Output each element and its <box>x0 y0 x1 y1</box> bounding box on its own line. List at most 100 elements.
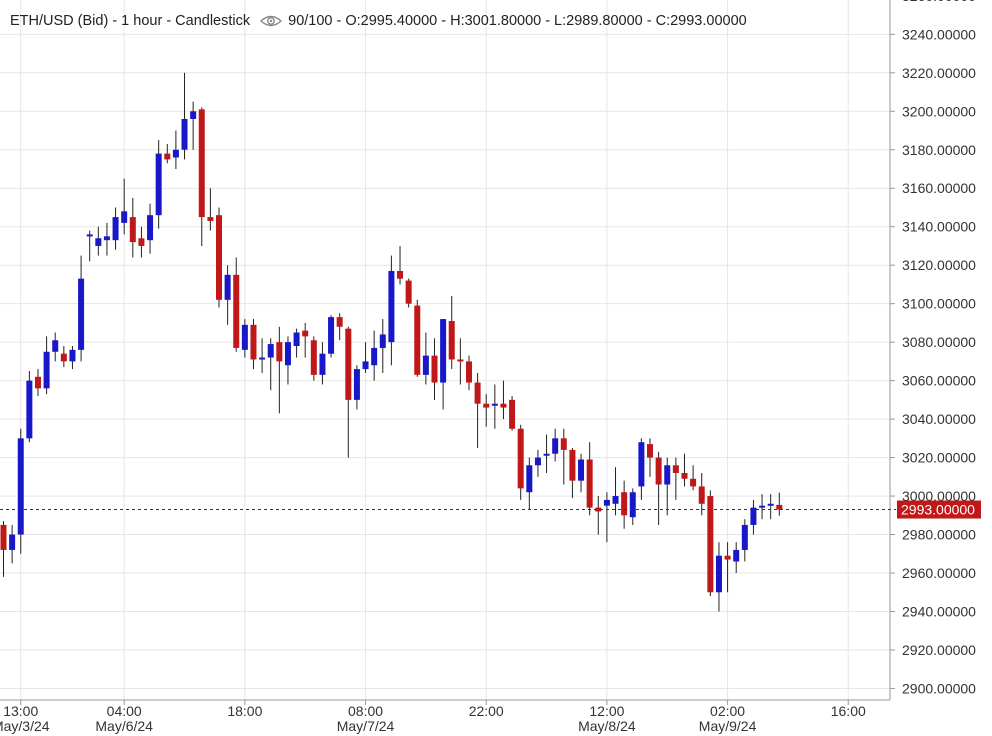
date-tick-label: May/9/24 <box>699 718 757 734</box>
candle <box>371 330 378 381</box>
candle <box>681 453 688 487</box>
candle-body-down <box>500 403 507 408</box>
price-tick-label: 3080.00000 <box>902 334 976 350</box>
price-tick-label: 3020.00000 <box>902 450 976 466</box>
candle <box>724 542 731 593</box>
candle-body-down <box>345 328 352 400</box>
candle-body-up <box>578 459 585 481</box>
candle <box>440 319 447 410</box>
candle-body-up <box>715 555 722 593</box>
candle-body-down <box>595 507 602 512</box>
candle <box>672 457 679 500</box>
candle-body-up <box>78 278 85 350</box>
candle <box>43 336 50 395</box>
candle <box>767 494 774 520</box>
open-readout: O:2995.40000 <box>345 13 438 29</box>
candle-body-up <box>43 351 50 389</box>
candle-body-up <box>629 492 636 518</box>
candle-body-up <box>552 438 559 454</box>
candle-body-down <box>586 459 593 508</box>
candle-body-up <box>491 403 498 406</box>
candle <box>60 346 67 368</box>
quality-readout: 90/100 <box>288 13 333 29</box>
candle <box>336 313 343 341</box>
candle <box>414 299 421 377</box>
high-readout: H:3001.80000 <box>450 13 542 29</box>
candle <box>655 451 662 525</box>
candle <box>647 438 653 477</box>
candle-body-up <box>86 234 93 237</box>
candle-body-up <box>534 457 541 466</box>
candle-body-up <box>112 217 119 241</box>
candle-body-up <box>26 380 33 439</box>
candle <box>526 457 533 510</box>
time-tick-label: 04:00 <box>107 703 142 719</box>
candle <box>250 319 257 370</box>
price-tick-label: 3240.00000 <box>902 26 976 42</box>
candle <box>612 467 619 516</box>
candle <box>422 332 429 385</box>
candle-body-down <box>405 280 412 304</box>
candle <box>552 428 559 462</box>
candle <box>276 326 283 414</box>
candle <box>517 424 524 500</box>
candle-body-down <box>569 449 576 481</box>
time-tick-label: 22:00 <box>469 703 504 719</box>
candle-body-up <box>353 369 360 400</box>
candle <box>569 447 576 498</box>
candle <box>353 365 360 410</box>
time-tick-label: 16:00 <box>831 703 866 719</box>
candle <box>465 355 472 391</box>
candle-body-up <box>293 332 300 346</box>
time-tick-label: 13:00 <box>3 703 38 719</box>
candle-body-up <box>224 274 231 300</box>
candle-body-up <box>17 438 24 535</box>
price-axis[interactable]: 2900.00000 2920.00000 2940.00000 2960.00000… <box>889 0 976 700</box>
candle <box>379 319 386 373</box>
candle <box>310 336 317 381</box>
candle <box>112 207 119 250</box>
candle-body-down <box>302 330 309 337</box>
candle <box>69 346 76 370</box>
time-tick-label: 12:00 <box>589 703 624 719</box>
candle <box>86 230 93 262</box>
candle-body-up <box>147 215 154 241</box>
candle-body-up <box>69 349 76 362</box>
candle-body-down <box>138 238 145 246</box>
candle <box>293 328 300 358</box>
candle-body-up <box>440 319 447 383</box>
candle-body-up <box>95 238 102 246</box>
candle <box>241 319 248 358</box>
candle-body-down <box>560 438 567 450</box>
current-price-line: 2993.00000 <box>0 500 981 519</box>
candle-body-down <box>724 555 731 560</box>
candle-body-down <box>397 270 404 279</box>
date-tick-label: May/6/24 <box>95 718 153 734</box>
candle-body-down <box>207 217 214 221</box>
chart-header: ETH/USD (Bid) - 1 hour - Candlestick 90/… <box>10 13 747 29</box>
candle-body-down <box>517 428 524 489</box>
candle <box>733 542 740 574</box>
candle-body-down <box>216 215 222 300</box>
candle-body-down <box>474 382 481 404</box>
low-readout: L:2989.80000 <box>554 13 643 29</box>
candle <box>534 449 541 477</box>
candle-body-down <box>465 361 472 383</box>
candle <box>216 207 222 308</box>
candle-body-up <box>603 499 610 506</box>
price-tick-label: 3180.00000 <box>902 142 976 158</box>
candle-body-up <box>422 355 429 375</box>
candle-body-down <box>483 403 490 408</box>
candle <box>34 369 41 397</box>
candle <box>198 107 205 246</box>
eye-icon[interactable] <box>260 14 283 28</box>
candle-body-up <box>9 534 16 550</box>
candle <box>500 380 507 420</box>
price-tick-label: 2940.00000 <box>902 604 976 620</box>
candle <box>448 295 455 370</box>
candle-body-down <box>276 342 283 362</box>
time-axis[interactable]: 13:00May/3/2404:00May/6/2418:0008:00May/… <box>0 699 890 734</box>
price-tick-label: 3160.00000 <box>902 180 976 196</box>
candle-body-down <box>0 524 7 550</box>
